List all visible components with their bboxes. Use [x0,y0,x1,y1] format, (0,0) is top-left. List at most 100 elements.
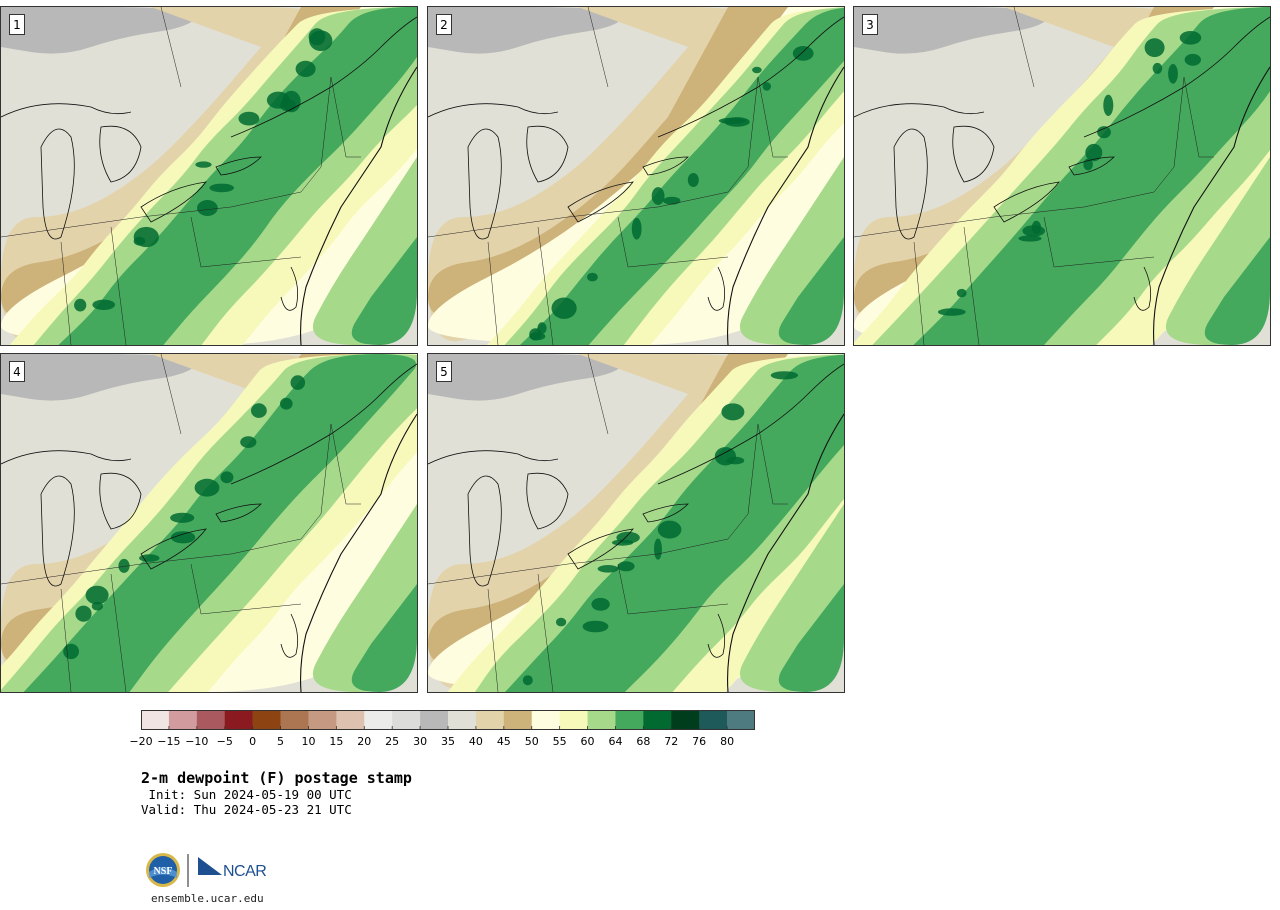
stamp-panel-1: 1 [0,6,418,346]
state-borders [428,7,788,345]
st-lawrence [230,363,417,485]
ocean-moisture-deep [778,584,844,692]
humid-cell [75,605,92,622]
colorbar-tick-label: 35 [441,735,455,748]
st-lawrence [657,363,844,485]
geography-outlines [1,363,417,692]
lake-erie [140,528,207,570]
border [1183,76,1214,158]
gray-patch [1,7,197,54]
geography-outlines [854,16,1270,345]
colorbar-swatch [168,710,198,730]
atlantic-coastline [300,413,417,692]
colorbar-swatch [587,710,616,730]
border [160,354,182,435]
humid-cell [587,272,598,282]
colorbar-swatch [252,710,281,730]
lake-erie [140,181,207,223]
dewpoint-map-5 [428,354,844,692]
humid-cell [721,403,745,421]
colorbar-swatch [392,710,421,730]
humid-cell [209,183,234,193]
member-label: 4 [9,361,25,382]
colorbar-tick-label: 64 [608,735,623,748]
border [330,423,361,505]
lake-superior-shore [1,450,132,465]
chesapeake-bay [1133,266,1152,311]
border [300,76,332,193]
colorbar-swatch [615,710,644,730]
border [487,241,499,345]
lake-ontario [215,503,262,523]
atlantic-coastline [727,66,844,345]
humid-cell [537,322,547,334]
atlantic-coastline [727,413,844,692]
nsf-seal-icon: NSF [146,853,180,887]
humid-cell [91,601,103,611]
state-borders [1,354,361,692]
border [587,7,609,88]
border [1153,76,1185,193]
humid-cell [937,308,966,316]
colorbar-tick-label: 68 [636,735,651,748]
colorbar-swatch [196,710,226,730]
border [757,423,788,505]
chesapeake-bay [280,613,299,658]
humid-cell [170,512,195,523]
humid-cell [1144,38,1165,58]
humid-cell [529,332,546,341]
humid-cell [651,187,665,205]
colorbar-swatch [420,710,449,730]
humid-cell [74,298,87,312]
humid-cell [522,675,533,686]
humid-cell [279,99,296,112]
humid-cell [654,538,662,560]
humid-cell [726,456,745,465]
border [60,241,72,345]
colorbar-swatch [643,710,672,730]
atlantic-coastline [300,66,417,345]
member-label: 1 [9,14,25,35]
colorbar-tick-label: 5 [277,735,285,748]
colorbar-swatch [141,710,170,730]
border [854,191,1155,238]
border [727,423,759,540]
colorbar-swatch [224,710,253,730]
stamp-panel-3: 3 [853,6,1271,346]
lake-michigan [40,475,75,587]
colorbar-tick-label: 76 [692,735,707,748]
colorbar-tick-label: 45 [496,735,511,748]
humid-cell [762,82,771,91]
humid-cell [194,478,220,497]
lake-superior-shore [428,103,559,118]
humid-cell [591,597,610,611]
lake-huron [526,125,569,183]
colorbar-swatch [727,710,755,730]
st-lawrence [657,16,844,138]
humid-cell [280,397,293,410]
lake-huron [952,125,995,183]
colorbar-swatch [364,710,393,730]
border [60,588,72,692]
humid-cell [792,46,814,61]
humid-cell [195,161,212,168]
lake-superior-shore [428,450,559,465]
member-label: 5 [436,361,452,382]
humid-cell [170,531,196,544]
lake-michigan [467,475,502,587]
colorbar-tick-label: −10 [185,735,209,748]
atlantic-coastline [1153,66,1270,345]
colorbar-tick-label: 60 [580,735,595,748]
border [487,588,499,692]
green-band [23,354,417,692]
green-band [58,7,417,345]
lake-superior-shore [1,103,132,118]
website-url: ensemble.ucar.edu [151,892,264,905]
state-borders [854,7,1214,345]
border [190,216,302,268]
init-time: Init: Sun 2024-05-19 00 UTC [141,787,352,802]
member-label: 3 [862,14,878,35]
humid-cell [956,288,967,298]
lake-erie [567,181,634,223]
state-borders [1,7,361,345]
